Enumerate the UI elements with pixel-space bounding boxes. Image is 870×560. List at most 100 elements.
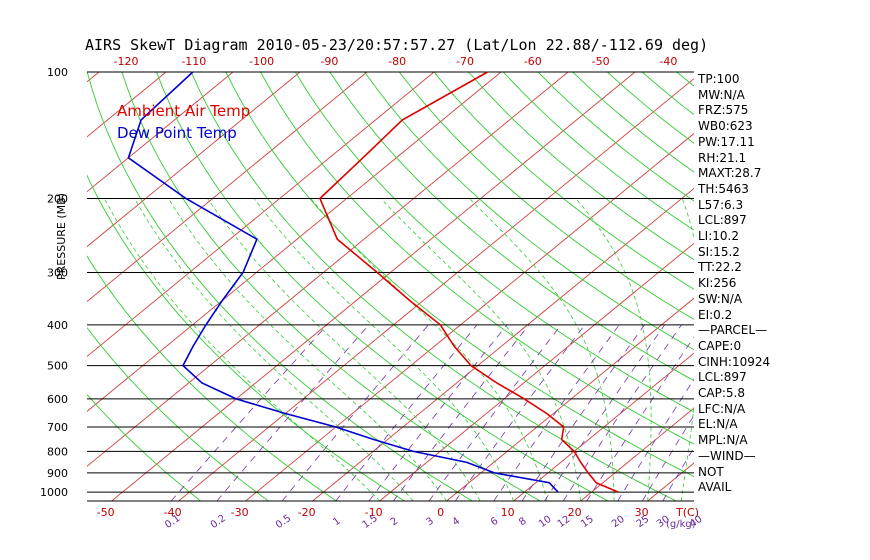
top-temp-tick-label: -110 <box>181 55 206 68</box>
stat-item: L57:6.3 <box>698 197 744 212</box>
moist-adiabat-line <box>207 198 481 501</box>
isotherm-line <box>87 72 234 193</box>
isotherm-line <box>87 72 301 248</box>
mixing-ratio-line <box>586 336 694 501</box>
mixing-ratio-tick-label: 2 <box>389 516 401 529</box>
stat-item: —WIND— <box>698 448 756 463</box>
mixing-ratio-line <box>335 324 478 501</box>
top-temp-tick-label: -100 <box>249 55 274 68</box>
stat-item: EL:N/A <box>698 417 738 432</box>
top-temp-tick-label: -90 <box>320 55 338 68</box>
pressure-tick-label: 800 <box>47 445 68 458</box>
top-temp-tick-label: -60 <box>524 55 542 68</box>
bottom-temp-tick-label: 10 <box>501 506 515 519</box>
moist-adiabat-line <box>575 198 652 501</box>
stat-item: FRZ:575 <box>698 103 749 118</box>
stats-panel: TP:100 MW:N/A FRZ:575 WB0:623 PW:17.11 RH:21.… <box>698 72 770 496</box>
stat-item: CAP:5.8 <box>698 386 745 401</box>
stat-item: MW:N/A <box>698 87 745 102</box>
moist-adiabat-line <box>134 198 414 501</box>
top-temp-tick-label: -70 <box>456 55 474 68</box>
ambient-temp-profile <box>318 71 619 493</box>
isotherm-line <box>87 72 502 412</box>
isotherm-line <box>87 72 368 303</box>
mixing-ratio-line <box>562 324 682 501</box>
stat-item: LI:10.2 <box>698 229 739 244</box>
bottom-temp-tick-label: -20 <box>298 506 316 519</box>
bottom-temp-tick-label: 30 <box>635 506 649 519</box>
pressure-tick-label: 400 <box>47 319 68 332</box>
dry-adiabat-line <box>260 72 694 445</box>
stat-item: SW:N/A <box>698 291 743 306</box>
dry-adiabat-line <box>225 72 694 478</box>
mixing-ratio-tick-label: 1 <box>331 516 343 529</box>
mixing-ratio-unit-label: (g/kg) <box>666 519 696 530</box>
legend-dew-point-temp: Dew Point Temp <box>117 124 237 142</box>
mixing-ratio-tick-label: 15 <box>579 514 596 530</box>
isotherm-line <box>245 132 694 501</box>
dry-adiabat-line <box>87 326 269 501</box>
isotherm-line <box>87 72 100 83</box>
pressure-tick-label: 1000 <box>40 486 68 499</box>
dry-adiabat-line <box>433 72 694 290</box>
dry-adiabat-line <box>294 72 694 413</box>
dry-adiabat-line <box>87 393 201 501</box>
pressure-tick-label: 200 <box>47 192 68 205</box>
dry-adiabat-line <box>502 72 694 231</box>
mixing-ratio-line <box>617 378 694 501</box>
top-temp-tick-label: -50 <box>592 55 610 68</box>
stat-item: TH:5463 <box>698 181 749 196</box>
mixing-ratio-tick-label: 6 <box>489 516 501 529</box>
moist-adiabat-line <box>310 198 548 501</box>
stat-item: RH:21.1 <box>698 150 747 165</box>
mixing-ratio-line <box>392 324 530 501</box>
stat-item: LCL:897 <box>698 370 747 385</box>
moist-adiabat-line <box>253 198 514 501</box>
pressure-tick-label: 900 <box>47 467 68 480</box>
dew-point-profile <box>127 71 559 493</box>
bottom-temp-tick-label: -10 <box>365 506 383 519</box>
stat-item: LCL:897 <box>698 213 747 228</box>
dry-adiabat-line <box>190 72 677 501</box>
moist-adiabat-line <box>168 198 447 501</box>
mixing-ratio-line <box>428 324 562 501</box>
dry-adiabat-line <box>329 72 694 382</box>
mixing-ratio-line <box>521 324 645 501</box>
isotherm-line <box>782 72 870 501</box>
isotherm-line <box>379 242 694 501</box>
dry-adiabat-line <box>87 174 405 501</box>
stat-item: —PARCEL— <box>698 323 768 338</box>
pressure-tick-label: 100 <box>47 66 68 79</box>
stat-item: EI:0.2 <box>698 307 733 322</box>
stat-item: CINH:10924 <box>698 354 771 369</box>
isotherm-line <box>312 187 694 501</box>
mixing-ratio-tick-label: 0.5 <box>274 513 293 531</box>
isotherm-line <box>111 72 636 501</box>
dry-adiabat-line <box>468 72 694 261</box>
legend-ambient-air-temp: Ambient Air Temp <box>117 102 251 120</box>
isotherm-line <box>87 72 569 467</box>
mixing-ratio-tick-label: 20 <box>610 514 627 530</box>
stat-item: TT:22.2 <box>698 260 742 275</box>
bottom-temp-tick-label: 20 <box>568 506 582 519</box>
stat-item: TP:100 <box>698 72 740 86</box>
bottom-temp-tick-label: -50 <box>97 506 115 519</box>
stat-item: MPL:N/A <box>698 433 748 448</box>
isotherm-line <box>849 72 870 501</box>
moist-adiabat-line <box>380 198 581 501</box>
isotherm-line <box>87 72 435 358</box>
dry-adiabat-line <box>364 72 694 351</box>
mixing-ratio-line <box>170 324 328 501</box>
mixing-ratio-tick-label: 4 <box>451 516 463 529</box>
dry-adiabat-line <box>87 72 473 501</box>
stat-item: KI:256 <box>698 276 737 291</box>
top-temp-tick-label: -80 <box>388 55 406 68</box>
chart-title: AIRS SkewT Diagram 2010-05-23/20:57:57.2… <box>85 36 709 54</box>
mixing-ratio-tick-label: 0.2 <box>209 513 228 531</box>
mixing-ratio-tick-label: 8 <box>517 516 529 529</box>
stat-item: SI:15.2 <box>698 244 740 259</box>
dry-adiabat-line <box>781 72 870 501</box>
mixing-ratio-tick-label: 10 <box>537 514 554 530</box>
mixing-ratio-line <box>493 324 620 501</box>
